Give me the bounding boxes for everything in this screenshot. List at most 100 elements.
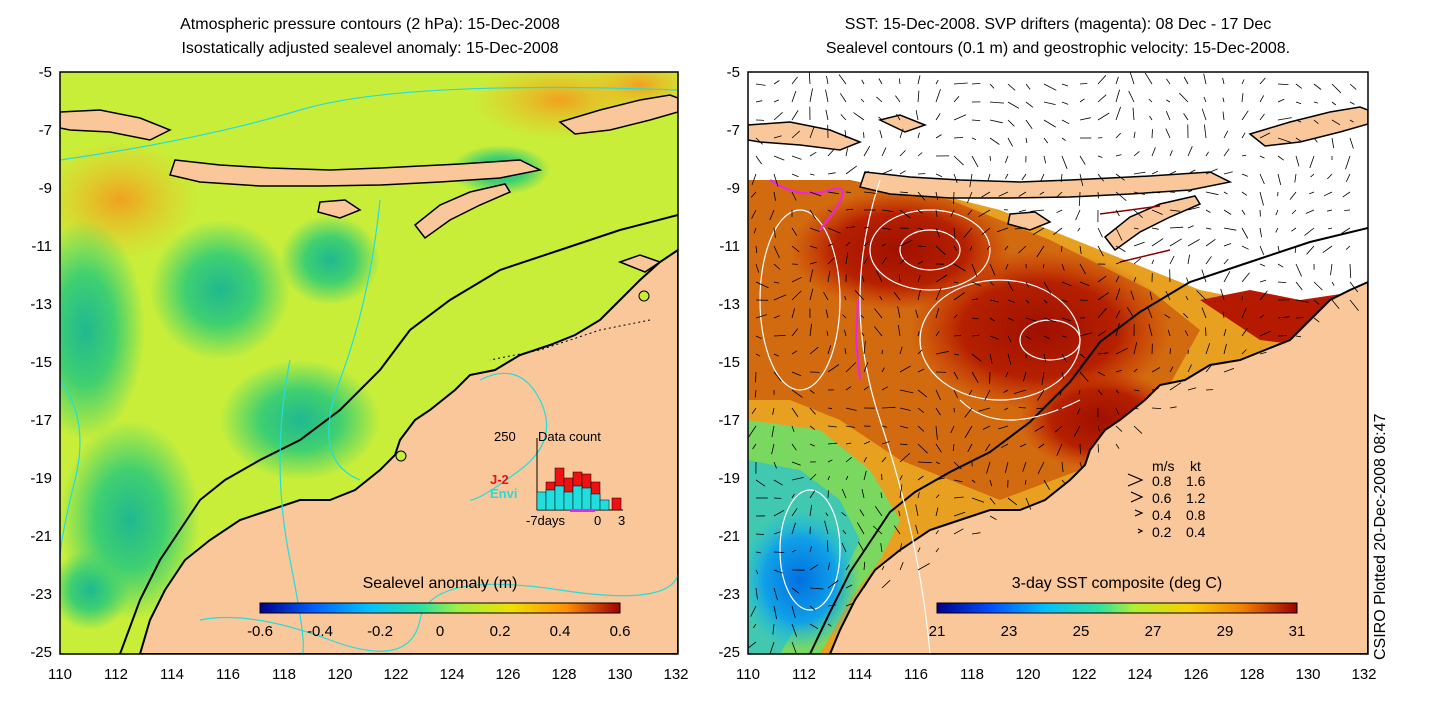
velocity-arrow: [1115, 191, 1127, 202]
velocity-arrow: [809, 269, 814, 283]
velocity-arrow: [1151, 407, 1162, 409]
velocity-arrow: [1295, 263, 1302, 277]
velocity-arrow: [841, 512, 847, 517]
velocity-arrow: [1115, 106, 1121, 121]
velocity-arrow: [989, 263, 996, 276]
velocity-arrow: [1097, 75, 1107, 85]
velocity-arrow: [1079, 461, 1082, 468]
velocity-arrow: [1133, 151, 1140, 157]
velocity-arrow: [1259, 351, 1267, 355]
velocity-arrow: [809, 88, 813, 103]
velocity-arrow: [1133, 227, 1139, 230]
velocity-legend-ms: 0.6: [1152, 490, 1172, 506]
velocity-arrow: [844, 130, 847, 139]
velocity-arrow: [899, 150, 906, 157]
velocity-arrow: [1061, 479, 1066, 485]
velocity-arrow: [755, 569, 759, 575]
velocity-arrow: [876, 96, 883, 103]
velocity-arrow: [1294, 245, 1297, 253]
velocity-arrow: [1201, 269, 1207, 283]
velocity-arrow: [1277, 117, 1292, 121]
velocity-arrow: [1313, 137, 1318, 143]
velocity-arrow: [1077, 227, 1081, 232]
velocity-arrow: [1259, 173, 1265, 185]
velocity-arrow: [935, 330, 940, 337]
velocity-arrow: [845, 241, 851, 247]
velocity-arrow: [1115, 443, 1120, 449]
velocity-arrow: [791, 389, 803, 398]
velocity-arrow: [1001, 443, 1009, 449]
velocity-arrow: [748, 641, 757, 649]
velocity-arrow: [809, 323, 812, 337]
velocity-arrow: [971, 334, 980, 337]
velocity-arrow: [863, 132, 865, 139]
velocity-arrow: [773, 112, 783, 121]
velocity-arrow: [1323, 191, 1333, 197]
velocity-arrow: [881, 406, 896, 409]
velocity-arrow: [826, 540, 829, 553]
velocity-arrow: [1259, 132, 1271, 139]
velocity-arrow: [915, 504, 919, 517]
velocity-arrow: [1205, 343, 1211, 355]
velocity-arrow: [1169, 238, 1182, 247]
inset-xtick: -7days: [526, 513, 566, 528]
velocity-arrow: [791, 407, 799, 418]
x-tick-right: 110: [736, 666, 760, 683]
velocity-arrow: [935, 209, 938, 217]
y-tick-left: -7: [38, 122, 52, 139]
velocity-arrow: [1079, 263, 1086, 275]
velocity-arrow: [1004, 173, 1009, 179]
velocity-arrow: [1169, 348, 1171, 355]
velocity-arrow: [769, 209, 775, 221]
velocity-arrow: [809, 546, 812, 553]
velocity-arrow: [1185, 296, 1189, 301]
inset-xtick: 3: [618, 513, 626, 528]
velocity-arrow: [935, 173, 943, 178]
sla-colorbar-title: Sealevel anomaly (m): [362, 575, 518, 592]
sla-colorbar: [259, 602, 621, 614]
velocity-arrow: [1043, 479, 1050, 490]
velocity-arrow: [1115, 259, 1126, 265]
velocity-arrow: [824, 520, 829, 535]
sst-colorbar-tick: 27: [1144, 623, 1162, 640]
velocity-arrow: [1004, 245, 1009, 251]
velocity-arrow: [1345, 245, 1351, 250]
velocity-arrow: [1115, 322, 1120, 337]
velocity-arrow: [953, 389, 959, 399]
velocity-arrow: [1053, 227, 1063, 236]
velocity-arrow: [845, 456, 852, 463]
velocity-arrow: [1222, 97, 1225, 103]
velocity-arrow: [755, 314, 768, 319]
velocity-arrow: [1043, 281, 1052, 294]
data-count-inset: [536, 438, 623, 512]
velocity-arrow: [953, 114, 967, 121]
velocity-arrow: [755, 371, 757, 383]
velocity-arrow: [917, 132, 920, 139]
envi-bars: [536, 485, 610, 511]
velocity-arrow: [863, 386, 869, 391]
x-tick-left: 122: [383, 666, 409, 683]
velocity-arrow: [827, 227, 841, 234]
velocity-legend-ms: 0.4: [1152, 507, 1172, 523]
velocity-arrow: [827, 257, 835, 265]
velocity-arrow: [881, 386, 889, 391]
velocity-arrow: [1115, 276, 1120, 283]
velocity-arrow: [899, 170, 906, 175]
velocity-arrow: [771, 443, 775, 455]
velocity-arrow: [863, 561, 866, 571]
velocity-arrow: [1061, 137, 1066, 141]
velocity-arrow: [845, 362, 857, 373]
velocity-arrow: [1291, 227, 1297, 232]
velocity-arrow: [1115, 389, 1119, 394]
velocity-arrow: [755, 100, 763, 103]
velocity-arrow: [863, 170, 869, 175]
velocity-arrow: [1005, 371, 1009, 378]
velocity-arrow: [1061, 335, 1067, 338]
velocity-arrow: [841, 542, 847, 553]
velocity-arrow: [1179, 92, 1189, 103]
velocity-arrow: [917, 245, 927, 247]
velocity-arrow: [773, 335, 786, 337]
velocity-arrow: [967, 443, 973, 453]
velocity-arrow: [845, 226, 855, 229]
inset-xtick: 0: [594, 513, 602, 528]
